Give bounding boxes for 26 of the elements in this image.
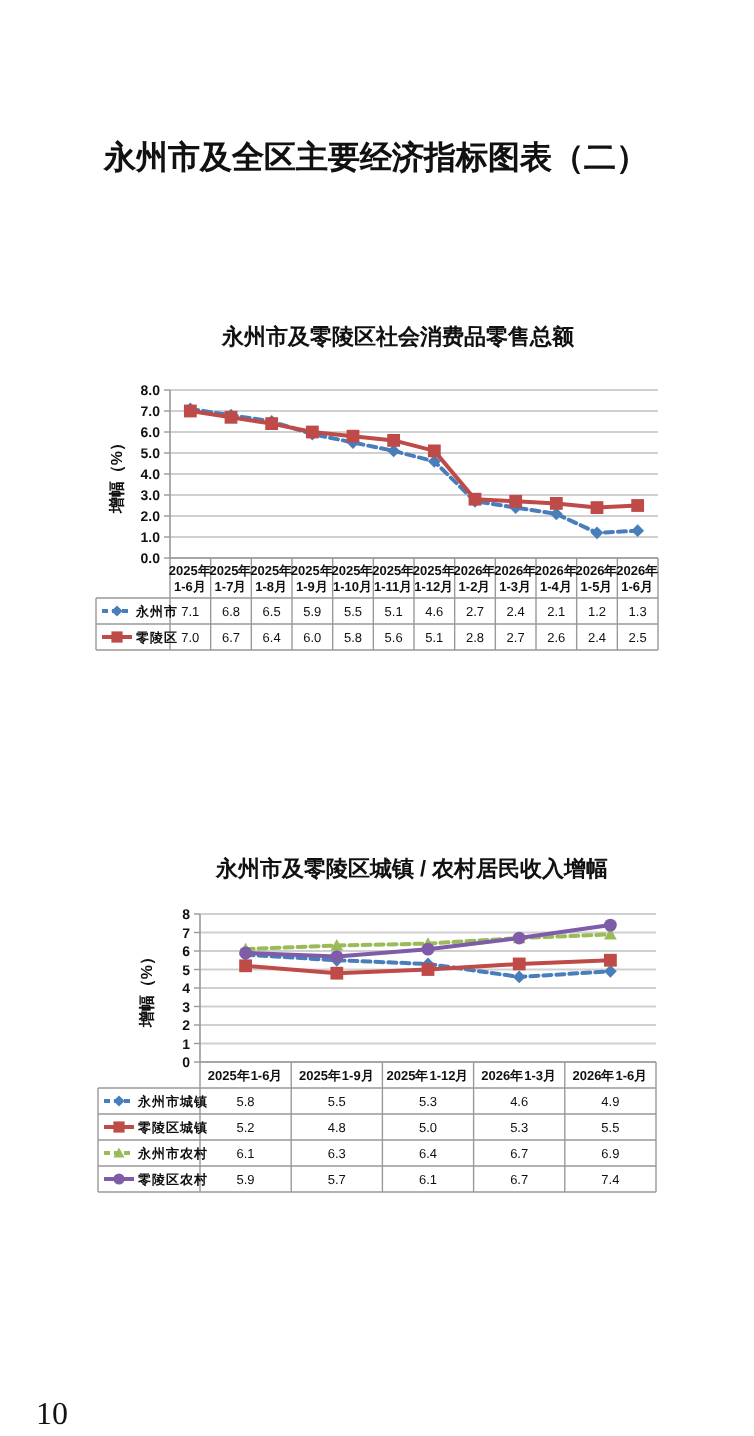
point — [512, 957, 526, 971]
point — [421, 942, 435, 956]
point — [512, 970, 526, 984]
point — [590, 526, 604, 540]
point — [330, 966, 344, 980]
point — [427, 444, 441, 458]
point — [239, 959, 252, 973]
point — [509, 494, 523, 508]
point — [421, 963, 435, 976]
point — [604, 953, 617, 967]
chart-title: 永州市及零陵区城镇 / 农村居民收入增幅 — [213, 856, 609, 882]
point — [330, 939, 344, 951]
point — [604, 918, 617, 932]
point — [549, 497, 563, 510]
point — [590, 501, 604, 514]
point — [346, 429, 360, 443]
point — [427, 455, 441, 468]
y-axis-title: 增幅（%） — [108, 434, 126, 516]
text: 永州市及全区主要经济指标图表（二） — [102, 138, 648, 176]
point — [387, 434, 401, 447]
point — [604, 964, 617, 978]
chart-title: 永州市及零陵区社会消费品零售总额 — [220, 324, 576, 350]
point — [631, 524, 645, 538]
y-axis-title: 增幅（%） — [138, 948, 156, 1030]
point — [631, 499, 645, 512]
text: 10 — [36, 1398, 68, 1432]
